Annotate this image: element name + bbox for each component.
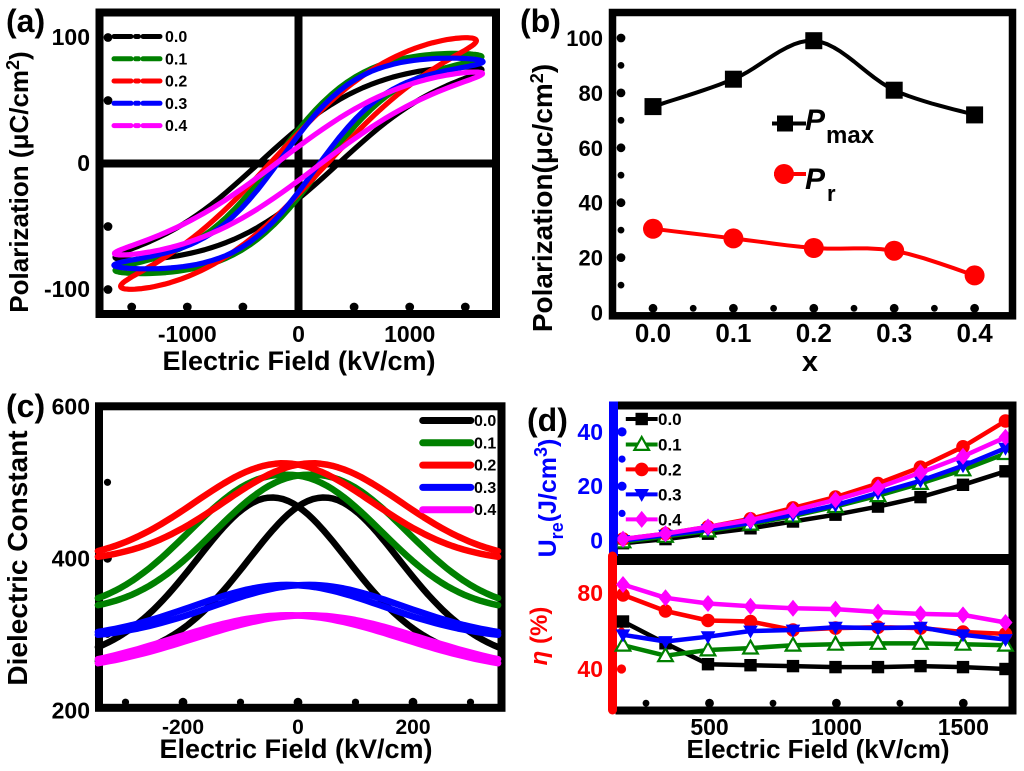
svg-text:η (%): η (%) — [526, 607, 553, 666]
svg-text:max: max — [826, 122, 875, 149]
svg-text:P: P — [805, 163, 826, 196]
svg-text:0: 0 — [292, 716, 304, 739]
svg-text:0.0: 0.0 — [165, 29, 187, 46]
svg-text:0: 0 — [292, 321, 305, 347]
svg-text:0.2: 0.2 — [796, 318, 832, 348]
svg-text:(a): (a) — [6, 3, 45, 39]
svg-text:Electric Field (kV/cm): Electric Field (kV/cm) — [159, 734, 432, 764]
svg-text:r: r — [827, 181, 836, 206]
svg-text:0.0: 0.0 — [474, 413, 496, 430]
svg-text:(d): (d) — [527, 402, 568, 438]
svg-text:0.1: 0.1 — [474, 435, 496, 452]
svg-text:80: 80 — [577, 580, 603, 606]
svg-text:40: 40 — [577, 419, 603, 445]
svg-text:100: 100 — [52, 24, 90, 50]
svg-text:-100: -100 — [44, 276, 90, 302]
svg-text:400: 400 — [52, 545, 90, 571]
svg-text:P: P — [805, 104, 826, 137]
svg-text:0.1: 0.1 — [715, 318, 751, 348]
svg-text:0.3: 0.3 — [876, 318, 912, 348]
svg-text:0.4: 0.4 — [658, 510, 682, 529]
svg-text:0: 0 — [591, 301, 603, 326]
svg-text:200: 200 — [395, 716, 430, 739]
svg-text:x: x — [802, 346, 818, 378]
svg-text:0.2: 0.2 — [474, 458, 496, 475]
svg-text:20: 20 — [577, 473, 603, 499]
svg-text:Polarization (μC/cm2): Polarization (μC/cm2) — [3, 51, 34, 312]
svg-text:0.3: 0.3 — [658, 485, 682, 504]
svg-text:0: 0 — [590, 528, 603, 554]
svg-text:1000: 1000 — [811, 714, 862, 740]
svg-text:0.3: 0.3 — [474, 480, 496, 497]
svg-text:500: 500 — [690, 714, 728, 740]
svg-text:40: 40 — [579, 191, 603, 216]
svg-text:0.3: 0.3 — [165, 96, 187, 113]
svg-text:200: 200 — [52, 697, 90, 723]
svg-text:Electric Field (kV/cm): Electric Field (kV/cm) — [687, 734, 950, 764]
svg-text:1500: 1500 — [938, 714, 989, 740]
svg-text:0.4: 0.4 — [957, 318, 994, 348]
svg-text:0.0: 0.0 — [635, 318, 671, 348]
svg-text:-1000: -1000 — [158, 321, 217, 347]
svg-text:20: 20 — [579, 246, 603, 271]
svg-text:0.4: 0.4 — [474, 502, 496, 519]
svg-text:0: 0 — [77, 150, 90, 176]
svg-text:80: 80 — [579, 81, 603, 106]
svg-text:-200: -200 — [162, 716, 204, 739]
svg-text:Dielectric Constant: Dielectric Constant — [2, 430, 33, 685]
svg-text:60: 60 — [579, 136, 603, 161]
svg-text:0.2: 0.2 — [658, 460, 682, 479]
svg-text:600: 600 — [52, 393, 90, 419]
svg-text:100: 100 — [566, 26, 603, 51]
svg-text:Polarization(μc/cm2): Polarization(μc/cm2) — [527, 64, 558, 332]
svg-text:(b): (b) — [520, 3, 561, 39]
svg-text:Electric Field (kV/cm): Electric Field (kV/cm) — [162, 346, 435, 376]
svg-text:0.1: 0.1 — [165, 51, 187, 68]
svg-text:(c): (c) — [6, 388, 45, 424]
svg-text:40: 40 — [577, 656, 603, 682]
svg-text:0.1: 0.1 — [658, 436, 682, 455]
svg-text:1000: 1000 — [384, 321, 435, 347]
svg-text:0.0: 0.0 — [658, 410, 682, 429]
svg-text:0.2: 0.2 — [165, 74, 187, 91]
svg-text:0.4: 0.4 — [165, 118, 187, 135]
